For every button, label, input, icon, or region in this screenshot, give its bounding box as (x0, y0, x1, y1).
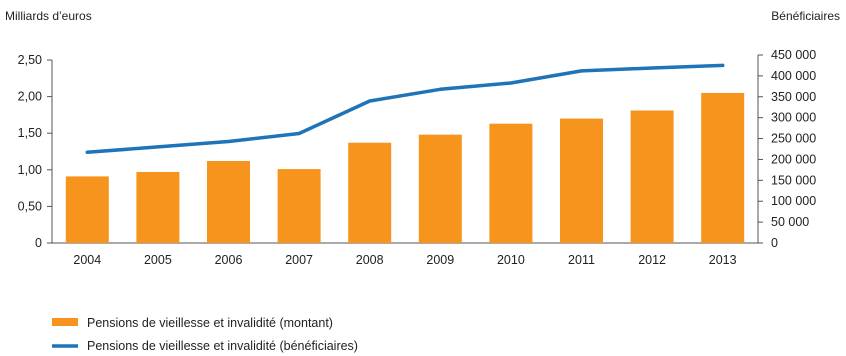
left-tick-label: 2,00 (18, 90, 42, 104)
left-tick-label: 1,50 (18, 126, 42, 140)
bar (489, 123, 533, 243)
x-tick-label: 2005 (144, 253, 172, 267)
x-tick-label: 2012 (638, 253, 666, 267)
x-tick-label: 2011 (568, 253, 595, 267)
left-tick-label: 2,50 (18, 53, 42, 67)
left-tick-label: 1,00 (18, 163, 42, 177)
right-tick-label: 450 000 (771, 48, 816, 62)
left-axis: 0 0,50 1,00 1,50 2,00 2,50 (18, 53, 52, 250)
right-tick-label: 400 000 (771, 69, 816, 83)
line-point (650, 66, 654, 70)
right-tick-label: 200 000 (771, 152, 816, 166)
x-tick-label: 2013 (709, 253, 737, 267)
line-point (297, 132, 301, 136)
x-tick-label: 2007 (285, 253, 313, 267)
right-tick-label: 50 000 (771, 215, 809, 229)
bar (418, 134, 462, 243)
line-point (509, 81, 513, 85)
line-points (85, 63, 725, 154)
bar (630, 110, 674, 244)
legend-bar-swatch (52, 318, 78, 326)
line-point (438, 87, 442, 91)
right-tick-label: 350 000 (771, 90, 816, 104)
x-tick-label: 2004 (73, 253, 101, 267)
legend-bar-label: Pensions de vieillesse et invalidité (mo… (87, 316, 333, 330)
bar (136, 171, 180, 243)
x-tick-label: 2009 (426, 253, 454, 267)
line-point (721, 63, 725, 67)
right-tick-label: 300 000 (771, 111, 816, 125)
right-tick-label: 150 000 (771, 173, 816, 187)
right-axis-title: Bénéficiaires (771, 9, 840, 23)
x-tick-label: 2008 (356, 253, 384, 267)
left-tick-label: 0,50 (18, 199, 42, 213)
x-tick-label: 2010 (497, 253, 525, 267)
right-tick-label: 0 (771, 236, 778, 250)
line-series (85, 63, 725, 155)
line-point (85, 150, 89, 154)
x-axis-labels: 2004 2005 2006 2007 2008 2009 2010 2011 2012 2013 (73, 253, 736, 267)
right-tick-label: 100 000 (771, 194, 816, 208)
bar-series (65, 92, 745, 244)
right-tick-label: 250 000 (771, 132, 816, 146)
legend: Pensions de vieillesse et invalidité (mo… (52, 316, 358, 353)
bar (701, 92, 745, 243)
left-axis-title: Milliards d’euros (5, 9, 92, 23)
bar (348, 142, 392, 243)
right-axis: 0 50 000 100 000 150 000 200 000 250 000 300 0… (758, 48, 816, 250)
left-tick-label: 0 (35, 236, 42, 250)
bar (277, 169, 321, 243)
line-point (368, 99, 372, 103)
bar (560, 118, 603, 243)
line-point (580, 69, 583, 73)
legend-line-label: Pensions de vieillesse et invalidité (bé… (87, 339, 358, 353)
line-point (156, 145, 160, 149)
bar (65, 176, 109, 243)
x-tick-label: 2006 (215, 253, 243, 267)
bar (207, 161, 250, 243)
line-point (227, 139, 230, 143)
